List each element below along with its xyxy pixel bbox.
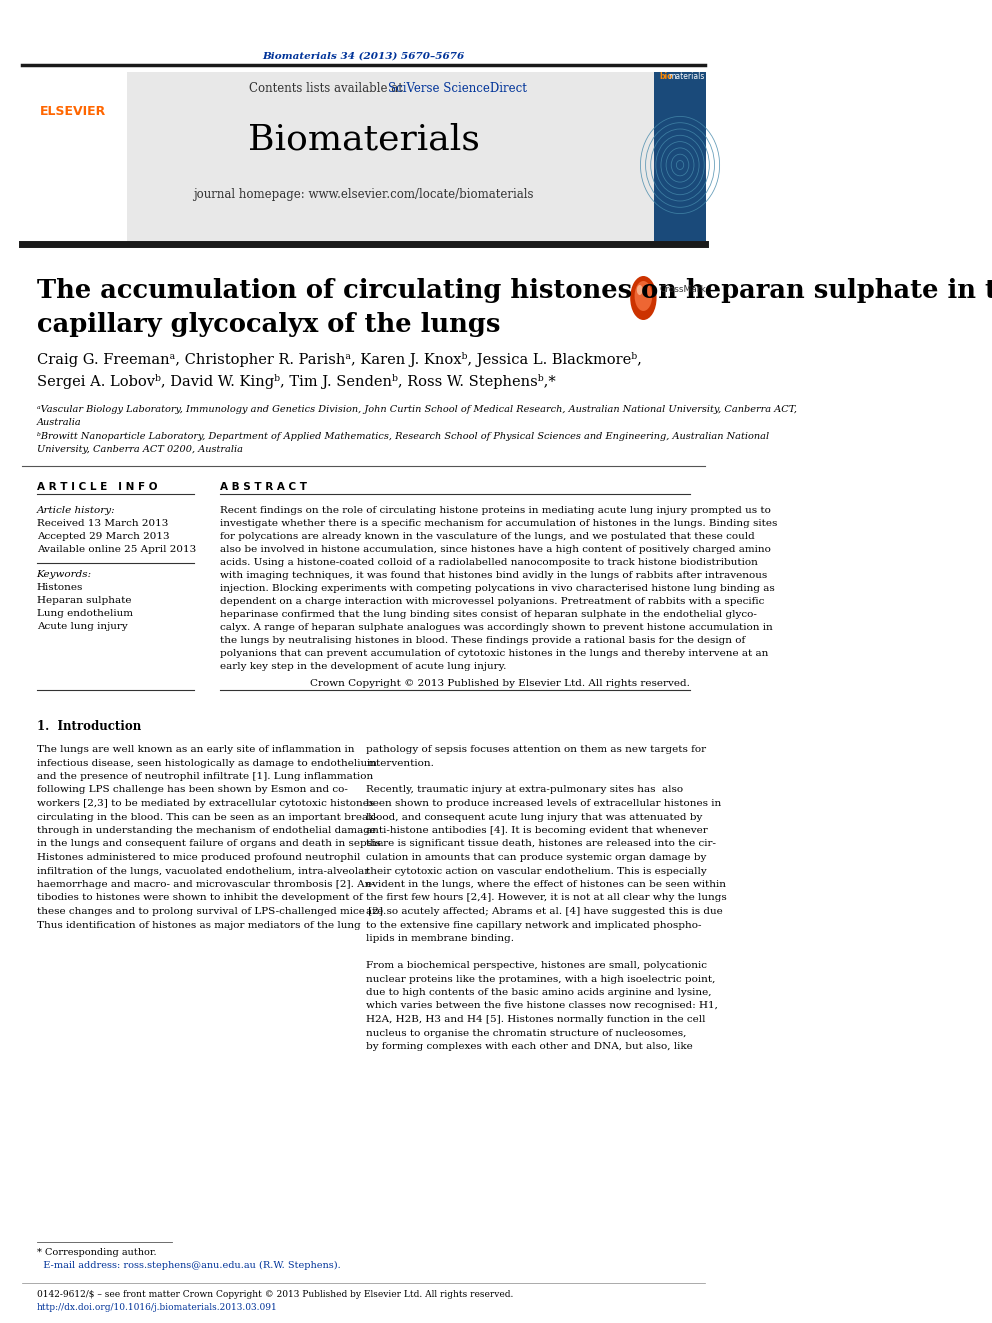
Text: to the extensive fine capillary network and implicated phospho-: to the extensive fine capillary network … [366,921,702,930]
Text: lipids in membrane binding.: lipids in membrane binding. [366,934,515,943]
Text: in the lungs and consequent failure of organs and death in sepsis.: in the lungs and consequent failure of o… [37,840,384,848]
Text: Biomaterials 34 (2013) 5670–5676: Biomaterials 34 (2013) 5670–5676 [262,52,464,61]
Text: through in understanding the mechanism of endothelial damage: through in understanding the mechanism o… [37,826,376,835]
Text: acids. Using a histone-coated colloid of a radiolabelled nanocomposite to track : acids. Using a histone-coated colloid of… [220,558,758,568]
Text: circulating in the blood. This can be seen as an important break-: circulating in the blood. This can be se… [37,812,377,822]
Text: nucleus to organise the chromatin structure of nucleosomes,: nucleus to organise the chromatin struct… [366,1028,686,1037]
Text: anti-histone antibodies [4]. It is becoming evident that whenever: anti-histone antibodies [4]. It is becom… [366,826,708,835]
Text: materials: materials [669,71,704,81]
Text: pathology of sepsis focuses attention on them as new targets for: pathology of sepsis focuses attention on… [366,745,706,754]
Text: Article history:: Article history: [37,505,115,515]
Text: with imaging techniques, it was found that histones bind avidly in the lungs of : with imaging techniques, it was found th… [220,572,767,579]
Text: Accepted 29 March 2013: Accepted 29 March 2013 [37,532,170,541]
Text: E-mail address: ross.stephens@anu.edu.au (R.W. Stephens).: E-mail address: ross.stephens@anu.edu.au… [37,1261,340,1270]
Text: * Corresponding author.: * Corresponding author. [37,1248,157,1257]
Text: Histones: Histones [37,583,83,591]
Text: intervention.: intervention. [366,758,434,767]
Text: From a biochemical perspective, histones are small, polycationic: From a biochemical perspective, histones… [366,960,707,970]
Text: Recent findings on the role of circulating histone proteins in mediating acute l: Recent findings on the role of circulati… [220,505,771,515]
Text: H2A, H2B, H3 and H4 [5]. Histones normally function in the cell: H2A, H2B, H3 and H4 [5]. Histones normal… [366,1015,706,1024]
Text: Thus identification of histones as major mediators of the lung: Thus identification of histones as major… [37,921,360,930]
Text: following LPS challenge has been shown by Esmon and co-: following LPS challenge has been shown b… [37,786,347,795]
Text: http://dx.doi.org/10.1016/j.biomaterials.2013.03.091: http://dx.doi.org/10.1016/j.biomaterials… [37,1303,278,1312]
Text: The lungs are well known as an early site of inflammation in: The lungs are well known as an early sit… [37,745,354,754]
Text: infectious disease, seen histologically as damage to endothelium: infectious disease, seen histologically … [37,758,377,767]
Text: calyx. A range of heparan sulphate analogues was accordingly shown to prevent hi: calyx. A range of heparan sulphate analo… [220,623,773,632]
Text: evident in the lungs, where the effect of histones can be seen within: evident in the lungs, where the effect o… [366,880,726,889]
Text: Australia: Australia [37,418,81,427]
Text: Available online 25 April 2013: Available online 25 April 2013 [37,545,195,554]
Text: CrossMark: CrossMark [660,284,706,294]
Text: which varies between the five histone classes now recognised: H1,: which varies between the five histone cl… [366,1002,718,1011]
Text: infiltration of the lungs, vacuolated endothelium, intra-alveolar: infiltration of the lungs, vacuolated en… [37,867,369,876]
Text: workers [2,3] to be mediated by extracellular cytotoxic histones: workers [2,3] to be mediated by extracel… [37,799,374,808]
Text: Craig G. Freemanᵃ, Christopher R. Parishᵃ, Karen J. Knoxᵇ, Jessica L. Blackmoreᵇ: Craig G. Freemanᵃ, Christopher R. Parish… [37,352,642,366]
Ellipse shape [637,284,643,295]
Text: A B S T R A C T: A B S T R A C T [220,482,307,492]
Text: for polycations are already known in the vasculature of the lungs, and we postul: for polycations are already known in the… [220,532,755,541]
Text: capillary glycocalyx of the lungs: capillary glycocalyx of the lungs [37,312,500,337]
Text: haemorrhage and macro- and microvascular thrombosis [2]. An-: haemorrhage and macro- and microvascular… [37,880,375,889]
Text: Recently, traumatic injury at extra-pulmonary sites has  also: Recently, traumatic injury at extra-pulm… [366,786,683,795]
Text: tibodies to histones were shown to inhibit the development of: tibodies to histones were shown to inhib… [37,893,362,902]
Text: are so acutely affected; Abrams et al. [4] have suggested this is due: are so acutely affected; Abrams et al. [… [366,908,723,916]
Text: investigate whether there is a specific mechanism for accumulation of histones i: investigate whether there is a specific … [220,519,777,528]
Text: been shown to produce increased levels of extracellular histones in: been shown to produce increased levels o… [366,799,721,808]
Text: ᵇBrowitt Nanoparticle Laboratory, Department of Applied Mathematics, Research Sc: ᵇBrowitt Nanoparticle Laboratory, Depart… [37,433,769,441]
Text: early key step in the development of acute lung injury.: early key step in the development of acu… [220,662,506,671]
Text: Biomaterials: Biomaterials [248,122,479,156]
Bar [21,71,127,242]
Text: Heparan sulphate: Heparan sulphate [37,595,131,605]
Text: ᵃVascular Biology Laboratory, Immunology and Genetics Division, John Curtin Scho: ᵃVascular Biology Laboratory, Immunology… [37,405,797,414]
Text: the first few hours [2,4]. However, it is not at all clear why the lungs: the first few hours [2,4]. However, it i… [366,893,727,902]
Text: injection. Blocking experiments with competing polycations in vivo characterised: injection. Blocking experiments with com… [220,583,775,593]
Text: culation in amounts that can produce systemic organ damage by: culation in amounts that can produce sys… [366,853,706,863]
Text: heparinase confirmed that the lung binding sites consist of heparan sulphate in : heparinase confirmed that the lung bindi… [220,610,757,619]
Bar [21,71,706,242]
Text: 0142-9612/$ – see front matter Crown Copyright © 2013 Published by Elsevier Ltd.: 0142-9612/$ – see front matter Crown Cop… [37,1290,513,1299]
Text: ELSEVIER: ELSEVIER [41,105,106,118]
Text: Acute lung injury: Acute lung injury [37,622,127,631]
Text: Lung endothelium: Lung endothelium [37,609,133,618]
Text: Contents lists available at: Contents lists available at [249,82,407,95]
Ellipse shape [630,277,657,320]
Text: A R T I C L E   I N F O: A R T I C L E I N F O [37,482,157,492]
Ellipse shape [635,280,652,311]
Text: dependent on a charge interaction with microvessel polyanions. Pretreatment of r: dependent on a charge interaction with m… [220,597,764,606]
Text: there is significant tissue death, histones are released into the cir-: there is significant tissue death, histo… [366,840,716,848]
Text: The accumulation of circulating histones on heparan sulphate in the: The accumulation of circulating histones… [37,278,992,303]
Text: by forming complexes with each other and DNA, but also, like: by forming complexes with each other and… [366,1043,693,1050]
Text: bio: bio [660,71,673,81]
Text: nuclear proteins like the protamines, with a high isoelectric point,: nuclear proteins like the protamines, wi… [366,975,716,983]
Text: blood, and consequent acute lung injury that was attenuated by: blood, and consequent acute lung injury … [366,812,702,822]
Text: their cytotoxic action on vascular endothelium. This is especially: their cytotoxic action on vascular endot… [366,867,707,876]
Text: these changes and to prolong survival of LPS-challenged mice [2].: these changes and to prolong survival of… [37,908,386,916]
Text: Keywords:: Keywords: [37,570,92,579]
Text: polyanions that can prevent accumulation of cytotoxic histones in the lungs and : polyanions that can prevent accumulation… [220,650,768,658]
Text: Crown Copyright © 2013 Published by Elsevier Ltd. All rights reserved.: Crown Copyright © 2013 Published by Else… [310,679,690,688]
Text: also be involved in histone accumulation, since histones have a high content of : also be involved in histone accumulation… [220,545,771,554]
Text: and the presence of neutrophil infiltrate [1]. Lung inflammation: and the presence of neutrophil infiltrat… [37,773,373,781]
Text: Histones administered to mice produced profound neutrophil: Histones administered to mice produced p… [37,853,360,863]
Text: the lungs by neutralising histones in blood. These findings provide a rational b: the lungs by neutralising histones in bl… [220,636,745,646]
Text: Received 13 March 2013: Received 13 March 2013 [37,519,168,528]
Text: Sergei A. Lobovᵇ, David W. Kingᵇ, Tim J. Sendenᵇ, Ross W. Stephensᵇ,*: Sergei A. Lobovᵇ, David W. Kingᵇ, Tim J.… [37,374,556,389]
Bar [655,71,706,242]
Text: SciVerse ScienceDirect: SciVerse ScienceDirect [389,82,528,95]
Text: University, Canberra ACT 0200, Australia: University, Canberra ACT 0200, Australia [37,445,243,454]
Text: journal homepage: www.elsevier.com/locate/biomaterials: journal homepage: www.elsevier.com/locat… [193,188,534,201]
Text: 1.  Introduction: 1. Introduction [37,720,141,733]
Text: due to high contents of the basic amino acids arginine and lysine,: due to high contents of the basic amino … [366,988,712,998]
